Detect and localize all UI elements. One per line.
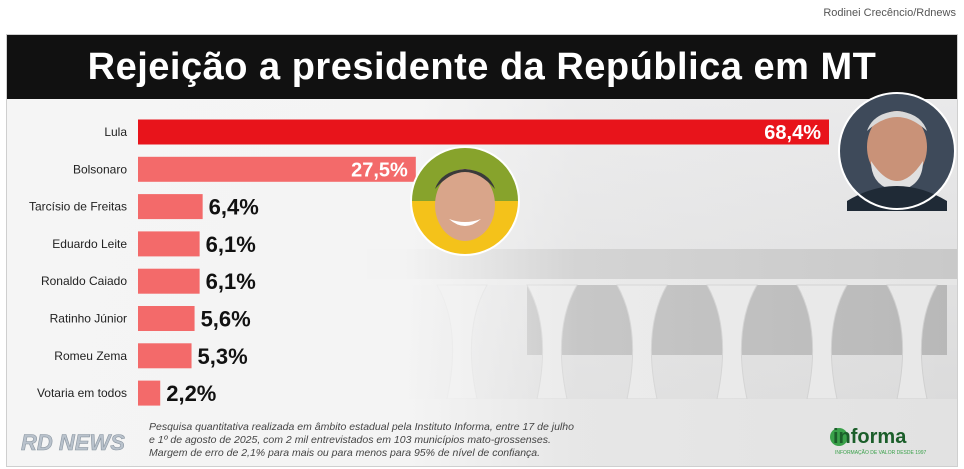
informa-logo-text: informa: [833, 426, 907, 448]
photo-credit: Rodinei Crecêncio/Rdnews: [823, 7, 956, 19]
lula-photo: [838, 92, 956, 211]
value-label: 6,1%: [206, 232, 256, 257]
category-label: Votaria em todos: [37, 386, 127, 400]
rdnews-logo-text: RD NEWS: [21, 430, 125, 455]
bolsonaro-photo: [410, 146, 520, 256]
bar: [138, 194, 203, 220]
value-label: 2,2%: [166, 381, 216, 406]
value-label: 68,4%: [764, 122, 821, 144]
methodology-line-3: Margem de erro de 2,1% para mais ou para…: [149, 447, 541, 459]
value-label: 27,5%: [351, 159, 408, 181]
category-label: Ronaldo Caiado: [41, 274, 127, 288]
category-label: Ratinho Júnior: [50, 312, 127, 326]
bar: [138, 156, 416, 182]
methodology-line-2: e 1º de agosto de 2025, com 2 mil entrev…: [149, 434, 551, 446]
methodology-note: Pesquisa quantitativa realizada em âmbit…: [149, 421, 669, 460]
value-label: 5,3%: [198, 344, 248, 369]
title-bar: Rejeição a presidente da República em MT: [7, 35, 957, 99]
category-label: Tarcísio de Freitas: [29, 200, 127, 214]
bar: [138, 343, 192, 369]
bar: [138, 231, 200, 257]
methodology-line-1: Pesquisa quantitativa realizada em âmbit…: [149, 421, 574, 433]
category-label: Eduardo Leite: [52, 237, 127, 251]
informa-logo: informa INFORMAÇÃO DE VALOR DESDE 1997: [830, 426, 927, 456]
value-label: 6,1%: [206, 269, 256, 294]
bar: [138, 380, 161, 406]
bar: [138, 268, 200, 294]
bar: [138, 306, 195, 331]
value-label: 5,6%: [201, 307, 251, 332]
infographic-frame: Rejeição a presidente da República em MT…: [6, 34, 958, 467]
informa-tagline: INFORMAÇÃO DE VALOR DESDE 1997: [835, 449, 927, 456]
rdnews-logo: RD NEWS: [21, 430, 126, 456]
bar: [138, 119, 829, 145]
category-label: Lula: [104, 125, 127, 139]
value-label: 6,4%: [209, 195, 259, 220]
chart-title: Rejeição a presidente da República em MT: [87, 45, 877, 88]
category-label: Romeu Zema: [54, 349, 127, 363]
bar-chart: Lula 68,4% Bolsonaro 27,5% Tarcísio de Freit…: [29, 119, 829, 406]
category-label: Bolsonaro: [73, 162, 127, 176]
